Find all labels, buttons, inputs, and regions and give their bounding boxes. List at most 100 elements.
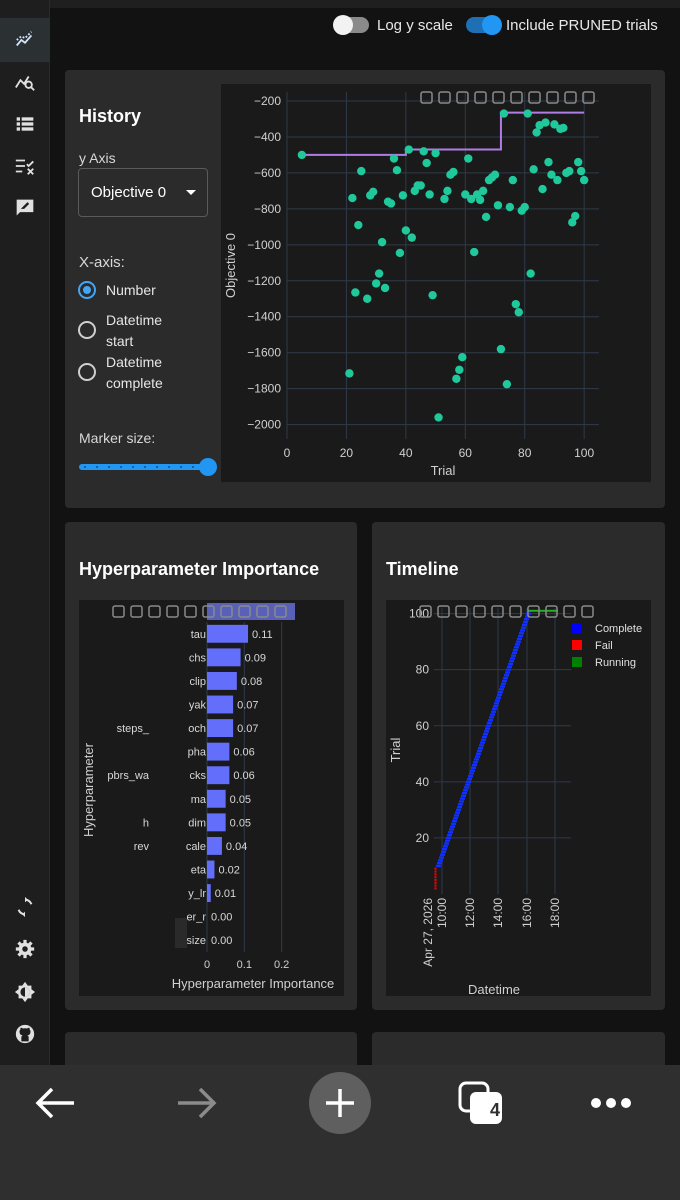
complete-trial-mark: [517, 637, 522, 641]
history-plot: 0 20 40 60 80 100 −200 −400 −600 −800 −1000 −1200 −1…: [221, 84, 651, 482]
list-icon: [16, 117, 34, 131]
gear-icon: [15, 939, 35, 959]
trial-point: [493, 201, 503, 210]
trial-point: [434, 413, 443, 422]
legend-swatch: [572, 623, 582, 633]
pan-icon[interactable]: [455, 605, 468, 618]
complete-trial-mark: [473, 761, 478, 764]
complete-trial-mark: [512, 651, 517, 655]
lasso-icon[interactable]: [491, 605, 504, 618]
complete-trial-mark: [455, 811, 460, 814]
zoom-out-icon[interactable]: [527, 605, 540, 618]
complete-trial-mark: [492, 707, 497, 711]
new-tab-button[interactable]: [309, 1072, 371, 1134]
complete-trial-mark: [521, 626, 526, 629]
timeline-chart-svg: 10:00 12:00 14:00 16:00 18:00 Apr 27, 2026 20 4…: [388, 605, 642, 997]
complete-trial-mark: [436, 864, 441, 868]
trial-point: [455, 365, 464, 374]
plotly-logo-icon[interactable]: [581, 605, 594, 618]
value-label: 0.02: [218, 865, 239, 877]
complete-trial-mark: [491, 710, 496, 713]
camera-icon[interactable]: [419, 605, 432, 618]
sidebar-item-theme[interactable]: [0, 970, 50, 1014]
complete-trial-mark: [495, 699, 500, 702]
zoom-icon[interactable]: [130, 605, 143, 618]
sidebar-item-list[interactable]: [0, 102, 50, 146]
category-label: och: [188, 723, 206, 735]
importance-bar: [207, 648, 241, 667]
complete-trial-mark: [465, 783, 470, 786]
complete-trial-mark: [482, 735, 487, 739]
zoom-out-icon[interactable]: [220, 605, 233, 618]
slider-thumb[interactable]: [199, 458, 217, 476]
box-select-icon[interactable]: [473, 605, 486, 618]
trial-point: [398, 191, 408, 200]
trial-point: [419, 147, 428, 156]
plotly-logo-icon[interactable]: [582, 91, 595, 104]
plotly-logo-icon[interactable]: [274, 605, 287, 618]
sidebar-item-settings[interactable]: [0, 927, 50, 971]
zoom-in-icon[interactable]: [509, 605, 522, 618]
trial-point: [461, 190, 470, 199]
zoom-icon[interactable]: [438, 91, 451, 104]
sidebar-item-sync[interactable]: [0, 885, 50, 929]
trial-point: [571, 211, 580, 221]
zoom-in-icon[interactable]: [202, 605, 215, 618]
y-axis-select[interactable]: Objective 0: [78, 168, 208, 217]
forward-button[interactable]: [172, 1083, 222, 1123]
complete-trial-mark: [497, 693, 502, 697]
box-select-icon[interactable]: [166, 605, 179, 618]
lasso-icon[interactable]: [184, 605, 197, 618]
browser-nav-bar: 4: [0, 1065, 680, 1200]
sidebar-item-checklist[interactable]: [0, 144, 50, 188]
marker-size-slider[interactable]: [79, 458, 217, 476]
camera-icon[interactable]: [420, 91, 433, 104]
lasso-icon[interactable]: [492, 91, 505, 104]
camera-icon[interactable]: [112, 605, 125, 618]
value-label: 0.08: [241, 676, 262, 688]
sync-icon: [17, 896, 33, 918]
y-tick-label: 100: [409, 607, 429, 621]
sidebar-item-note[interactable]: [0, 186, 50, 230]
zoom-icon[interactable]: [437, 605, 450, 618]
include-pruned-switch[interactable]: [466, 15, 502, 35]
x-tick-label: 60: [459, 446, 473, 460]
trial-point: [490, 170, 500, 179]
sidebar-item-github[interactable]: [0, 1012, 50, 1056]
pan-icon[interactable]: [148, 605, 161, 618]
tabs-button[interactable]: 4: [455, 1079, 507, 1127]
sidebar-item-history[interactable]: [0, 18, 50, 62]
x-axis-radio-datetime-start[interactable]: [78, 321, 96, 339]
complete-trial-mark: [501, 682, 506, 685]
complete-trial-mark: [477, 749, 482, 753]
autoscale-icon[interactable]: [546, 91, 559, 104]
trial-point: [565, 166, 574, 176]
y-tick-label: 80: [416, 663, 430, 677]
complete-trial-mark: [490, 713, 495, 716]
x-axis-radio-datetime-complete[interactable]: [78, 363, 96, 381]
log-y-switch[interactable]: [333, 15, 369, 35]
sidebar-item-analytics[interactable]: [0, 60, 50, 104]
zoom-in-icon[interactable]: [510, 91, 523, 104]
y-tick-label: −2000: [247, 418, 281, 432]
autoscale-icon[interactable]: [238, 605, 251, 618]
x-axis-title: Hyperparameter Importance: [172, 976, 335, 991]
more-button[interactable]: [585, 1083, 637, 1123]
trial-point: [425, 190, 434, 199]
box-select-icon[interactable]: [474, 91, 487, 104]
autoscale-icon[interactable]: [545, 605, 558, 618]
complete-trial-mark: [470, 769, 475, 772]
complete-trial-mark: [523, 620, 528, 624]
reset-axes-icon[interactable]: [563, 605, 576, 618]
reset-axes-icon[interactable]: [256, 605, 269, 618]
log-y-label: Log y scale: [377, 17, 453, 34]
x-axis-radio-number[interactable]: [78, 281, 96, 299]
trial-point: [547, 170, 556, 179]
back-button[interactable]: [30, 1083, 80, 1123]
zoom-out-icon[interactable]: [528, 91, 541, 104]
complete-trial-mark: [504, 674, 509, 677]
pan-icon[interactable]: [456, 91, 469, 104]
complete-trial-mark: [471, 766, 476, 770]
trial-point: [496, 344, 506, 354]
reset-axes-icon[interactable]: [564, 91, 577, 104]
